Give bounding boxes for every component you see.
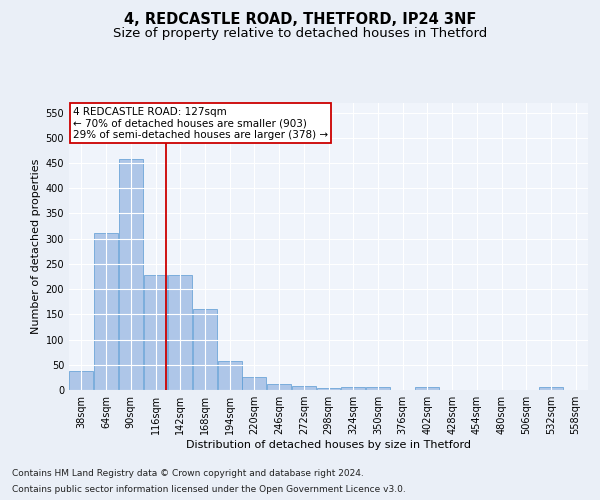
Bar	[143, 275, 167, 390]
Bar	[119, 160, 143, 390]
Text: 4, REDCASTLE ROAD, THETFORD, IP24 3NF: 4, REDCASTLE ROAD, THETFORD, IP24 3NF	[124, 12, 476, 28]
Bar	[539, 388, 563, 390]
Bar	[168, 275, 192, 390]
Bar	[292, 386, 316, 390]
Bar	[317, 388, 340, 390]
Text: Contains HM Land Registry data © Crown copyright and database right 2024.: Contains HM Land Registry data © Crown c…	[12, 468, 364, 477]
Text: Size of property relative to detached houses in Thetford: Size of property relative to detached ho…	[113, 28, 487, 40]
Text: 4 REDCASTLE ROAD: 127sqm
← 70% of detached houses are smaller (903)
29% of semi-: 4 REDCASTLE ROAD: 127sqm ← 70% of detach…	[73, 106, 328, 140]
Bar	[267, 384, 291, 390]
Bar	[94, 233, 118, 390]
Bar	[341, 387, 365, 390]
Bar	[242, 378, 266, 390]
Bar	[366, 387, 390, 390]
Text: Contains public sector information licensed under the Open Government Licence v3: Contains public sector information licen…	[12, 485, 406, 494]
X-axis label: Distribution of detached houses by size in Thetford: Distribution of detached houses by size …	[186, 440, 471, 450]
Bar	[415, 388, 439, 390]
Y-axis label: Number of detached properties: Number of detached properties	[31, 158, 41, 334]
Bar	[70, 371, 94, 390]
Bar	[193, 310, 217, 390]
Bar	[218, 360, 242, 390]
